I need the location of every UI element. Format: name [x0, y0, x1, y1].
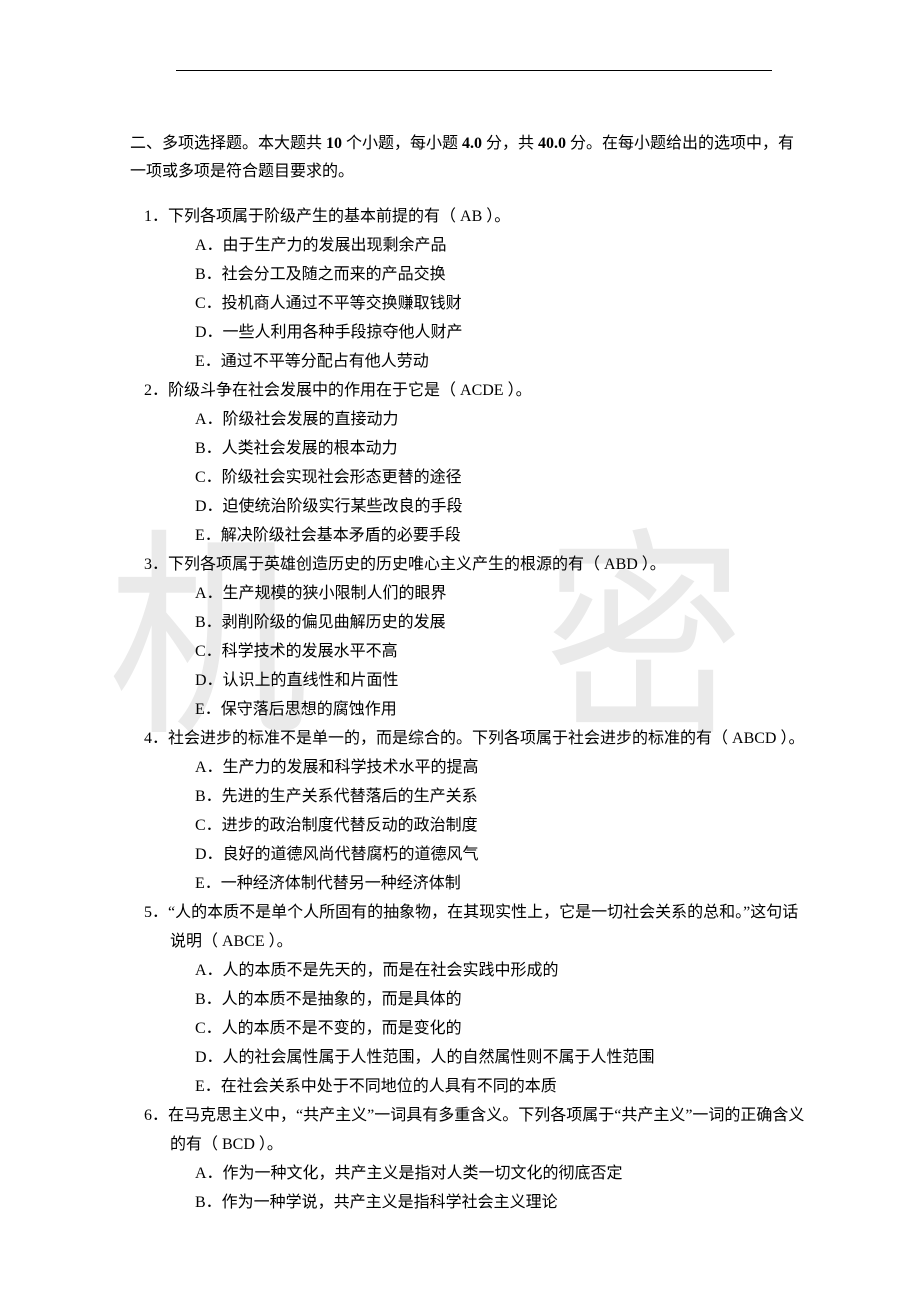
- question-block: 1．下列各项属于阶级产生的基本前提的有（ AB ）。A．由于生产力的发展出现剩余…: [130, 202, 808, 376]
- content-area: 二、多项选择题。本大题共 10 个小题，每小题 4.0 分，共 40.0 分。在…: [130, 100, 808, 1217]
- question-option: D．良好的道德风尚代替腐朽的道德风气: [130, 840, 808, 869]
- question-text: “人的本质不是单个人所固有的抽象物，在其现实性上，它是一切社会关系的总和。”这句…: [168, 904, 798, 950]
- section-prefix: 二、多项选择题。本大题共: [130, 135, 326, 152]
- question-option: B．作为一种学说，共产主义是指科学社会主义理论: [130, 1188, 808, 1217]
- question-option: A．作为一种文化，共产主义是指对人类一切文化的彻底否定: [130, 1159, 808, 1188]
- section-intro: 二、多项选择题。本大题共 10 个小题，每小题 4.0 分，共 40.0 分。在…: [130, 130, 808, 186]
- question-number: 2．: [144, 382, 168, 399]
- question-option: B．先进的生产关系代替落后的生产关系: [130, 782, 808, 811]
- section-mid1: 个小题，每小题: [342, 135, 462, 152]
- question-option: B．社会分工及随之而来的产品交换: [130, 260, 808, 289]
- question-option: C．人的本质不是不变的，而是变化的: [130, 1014, 808, 1043]
- question-block: 6．在马克思主义中，“共产主义”一词具有多重含义。下列各项属于“共产主义”一词的…: [130, 1101, 808, 1217]
- question-option: B．剥削阶级的偏见曲解历史的发展: [130, 608, 808, 637]
- question-block: 4．社会进步的标准不是单一的，而是综合的。下列各项属于社会进步的标准的有（ AB…: [130, 724, 808, 898]
- question-stem: 1．下列各项属于阶级产生的基本前提的有（ AB ）。: [130, 202, 808, 231]
- question-number: 1．: [144, 208, 168, 225]
- question-option: C．投机商人通过不平等交换赚取钱财: [130, 289, 808, 318]
- question-number: 5．: [144, 904, 168, 921]
- question-block: 5．“人的本质不是单个人所固有的抽象物，在其现实性上，它是一切社会关系的总和。”…: [130, 898, 808, 1101]
- section-points-total: 40.0: [538, 135, 566, 152]
- section-points-each: 4.0: [462, 135, 482, 152]
- question-stem: 6．在马克思主义中，“共产主义”一词具有多重含义。下列各项属于“共产主义”一词的…: [130, 1101, 808, 1159]
- question-option: E．保守落后思想的腐蚀作用: [130, 695, 808, 724]
- question-option: A．由于生产力的发展出现剩余产品: [130, 231, 808, 260]
- section-mid2: 分，共: [482, 135, 538, 152]
- header-rule: [176, 70, 772, 71]
- question-text: 阶级斗争在社会发展中的作用在于它是（ ACDE ）。: [168, 382, 532, 399]
- question-option: D．人的社会属性属于人性范围，人的自然属性则不属于人性范围: [130, 1043, 808, 1072]
- question-option: E．通过不平等分配占有他人劳动: [130, 347, 808, 376]
- question-option: D．迫使统治阶级实行某些改良的手段: [130, 492, 808, 521]
- question-option: A．生产力的发展和科学技术水平的提高: [130, 753, 808, 782]
- question-option: A．人的本质不是先天的，而是在社会实践中形成的: [130, 956, 808, 985]
- question-option: E．解决阶级社会基本矛盾的必要手段: [130, 521, 808, 550]
- section-count: 10: [326, 135, 342, 152]
- question-option: D．认识上的直线性和片面性: [130, 666, 808, 695]
- question-option: B．人的本质不是抽象的，而是具体的: [130, 985, 808, 1014]
- question-stem: 2．阶级斗争在社会发展中的作用在于它是（ ACDE ）。: [130, 376, 808, 405]
- question-option: E．在社会关系中处于不同地位的人具有不同的本质: [130, 1072, 808, 1101]
- question-option: C．科学技术的发展水平不高: [130, 637, 808, 666]
- question-stem: 4．社会进步的标准不是单一的，而是综合的。下列各项属于社会进步的标准的有（ AB…: [130, 724, 808, 753]
- question-text: 社会进步的标准不是单一的，而是综合的。下列各项属于社会进步的标准的有（ ABCD…: [168, 730, 804, 747]
- question-stem: 3．下列各项属于英雄创造历史的历史唯心主义产生的根源的有（ ABD ）。: [130, 550, 808, 579]
- question-option: B．人类社会发展的根本动力: [130, 434, 808, 463]
- questions-list: 1．下列各项属于阶级产生的基本前提的有（ AB ）。A．由于生产力的发展出现剩余…: [130, 202, 808, 1217]
- question-option: A．阶级社会发展的直接动力: [130, 405, 808, 434]
- question-number: 4．: [144, 730, 168, 747]
- question-option: D．一些人利用各种手段掠夺他人财产: [130, 318, 808, 347]
- question-number: 6．: [144, 1107, 168, 1124]
- question-option: E．一种经济体制代替另一种经济体制: [130, 869, 808, 898]
- question-text: 下列各项属于阶级产生的基本前提的有（ AB ）。: [168, 208, 510, 225]
- question-block: 2．阶级斗争在社会发展中的作用在于它是（ ACDE ）。A．阶级社会发展的直接动…: [130, 376, 808, 550]
- question-text: 下列各项属于英雄创造历史的历史唯心主义产生的根源的有（ ABD ）。: [168, 556, 666, 573]
- question-text: 在马克思主义中，“共产主义”一词具有多重含义。下列各项属于“共产主义”一词的正确…: [168, 1107, 804, 1153]
- question-number: 3．: [144, 556, 168, 573]
- question-block: 3．下列各项属于英雄创造历史的历史唯心主义产生的根源的有（ ABD ）。A．生产…: [130, 550, 808, 724]
- question-option: A．生产规模的狭小限制人们的眼界: [130, 579, 808, 608]
- question-option: C．进步的政治制度代替反动的政治制度: [130, 811, 808, 840]
- question-stem: 5．“人的本质不是单个人所固有的抽象物，在其现实性上，它是一切社会关系的总和。”…: [130, 898, 808, 956]
- question-option: C．阶级社会实现社会形态更替的途径: [130, 463, 808, 492]
